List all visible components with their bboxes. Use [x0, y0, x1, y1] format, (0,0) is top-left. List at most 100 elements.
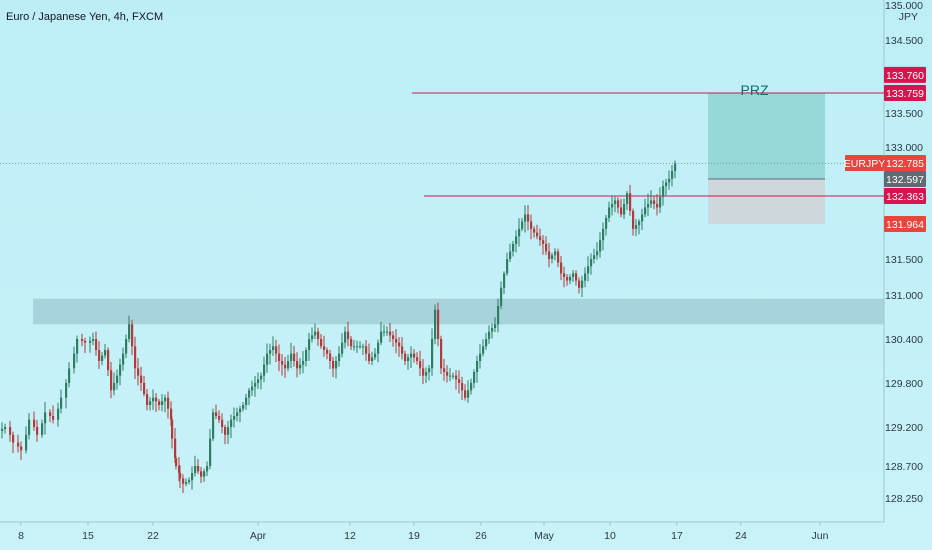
candle-body: [149, 401, 152, 405]
candle-body: [152, 397, 155, 402]
candle-body: [36, 427, 39, 435]
candle-body: [134, 346, 137, 369]
candle-body: [479, 353, 482, 361]
candle-body: [260, 375, 263, 380]
candle-body: [287, 361, 290, 369]
candle-body: [101, 355, 104, 361]
candle-body: [395, 339, 398, 343]
candle-body: [227, 427, 230, 435]
candle-body: [503, 273, 506, 288]
candle-body: [170, 408, 173, 420]
prz-target-box[interactable]: [708, 93, 825, 179]
x-tick-label: 12: [344, 530, 356, 542]
candle-body: [464, 390, 467, 398]
candle-body: [536, 232, 539, 237]
candle-body: [338, 353, 341, 361]
candle-body: [329, 353, 332, 361]
candle-body: [602, 228, 605, 241]
candle-body: [371, 357, 374, 361]
candle-body: [104, 350, 107, 356]
candle-body: [611, 203, 614, 208]
symbol-tag-label: EURJPY: [844, 158, 885, 170]
candle-body: [506, 259, 509, 274]
candle-body: [89, 340, 92, 343]
candle-body: [335, 361, 338, 369]
candle-body: [473, 372, 476, 383]
candle-body: [167, 397, 170, 409]
candle-body: [146, 394, 149, 405]
candle-body: [524, 214, 527, 222]
candle-body: [158, 401, 161, 405]
candle-body: [164, 397, 167, 402]
candle-body: [485, 339, 488, 347]
candle-body: [49, 412, 52, 416]
candle-body: [60, 397, 63, 409]
candle-body: [446, 372, 449, 376]
support-zone[interactable]: [33, 298, 884, 325]
candle-body: [458, 379, 461, 383]
candle-body: [308, 339, 311, 350]
candle-body: [33, 419, 36, 427]
candle-body: [530, 221, 533, 229]
candle-body: [428, 368, 431, 372]
candle-body: [275, 346, 278, 354]
candle-body: [305, 350, 308, 361]
y-tick-label: 129.800: [885, 378, 923, 390]
candle-body: [662, 186, 665, 197]
candle-body: [302, 361, 305, 365]
candle-body: [461, 383, 464, 391]
candle-body: [389, 331, 392, 336]
candle-body: [425, 372, 428, 376]
candle-body: [632, 210, 635, 229]
candle-body: [380, 331, 383, 343]
candle-body: [647, 203, 650, 208]
candle-body: [560, 262, 563, 274]
candle-body: [107, 350, 110, 371]
candle-body: [578, 280, 581, 288]
candle-body: [518, 228, 521, 237]
candle-body: [122, 353, 125, 365]
candle-body: [242, 405, 245, 409]
candle-body: [584, 273, 587, 281]
candle-body: [191, 473, 194, 481]
candle-body: [41, 423, 44, 435]
candle-body: [659, 196, 662, 208]
y-tick-label: 133.500: [885, 108, 923, 120]
y-tick-label: 131.500: [885, 254, 923, 266]
candle-body: [359, 346, 362, 348]
candle-body: [113, 383, 116, 391]
candle-body: [566, 277, 569, 281]
candle-body: [25, 434, 28, 451]
candle-body: [209, 438, 212, 466]
candle-body: [494, 324, 497, 328]
candle-body: [174, 438, 177, 459]
prz-stop-box[interactable]: [708, 179, 825, 224]
candle-body: [311, 335, 314, 339]
y-tick-label: 128.250: [885, 493, 923, 505]
candle-body: [404, 353, 407, 361]
candle-body: [638, 221, 641, 226]
candle-body: [290, 353, 293, 361]
candle-body: [491, 328, 494, 332]
candle-body: [257, 379, 260, 383]
candle-body: [410, 353, 413, 358]
candle-body: [416, 357, 419, 361]
x-tick-label: 26: [475, 530, 487, 542]
candle-body: [179, 473, 182, 479]
candle-body: [293, 353, 296, 361]
candle-body: [182, 478, 185, 484]
y-tick-label: 134.500: [885, 35, 923, 47]
candle-body: [545, 243, 548, 252]
candle-body: [515, 236, 518, 244]
price-tag-label: 132.363: [886, 191, 924, 203]
candle-body: [206, 466, 209, 472]
candle-body: [215, 412, 218, 416]
price-tag-label: 131.964: [886, 219, 924, 231]
candle-body: [28, 419, 31, 435]
candle-body: [614, 200, 617, 204]
candle-body: [52, 416, 55, 420]
candle-body: [299, 364, 302, 369]
candle-body: [236, 412, 239, 416]
candle-body: [175, 458, 178, 466]
